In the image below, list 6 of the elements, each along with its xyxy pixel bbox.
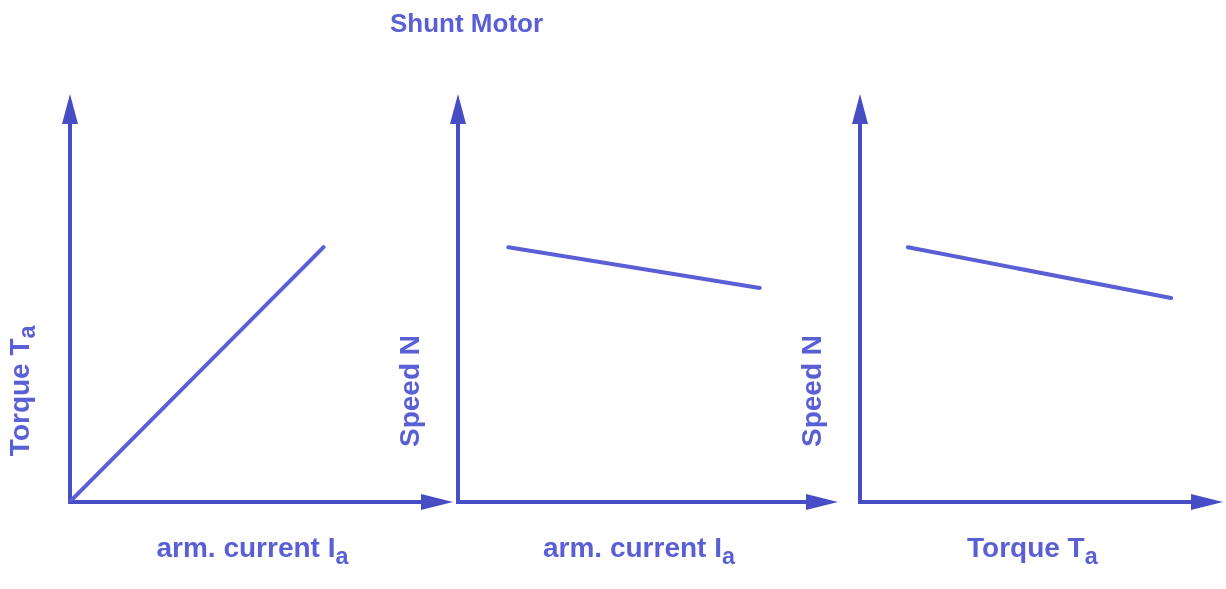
x-axis-title: arm. current I$_{a}$ bbox=[543, 531, 735, 570]
y-axis-title: Speed N bbox=[394, 334, 426, 447]
x-axis-title: Torque T$_{a}$ bbox=[967, 531, 1098, 570]
y-axis-title: Speed N bbox=[796, 334, 828, 447]
x-axis-title: arm. current I$_{a}$ bbox=[156, 531, 349, 570]
chart-title: Shunt Motor bbox=[390, 8, 544, 39]
